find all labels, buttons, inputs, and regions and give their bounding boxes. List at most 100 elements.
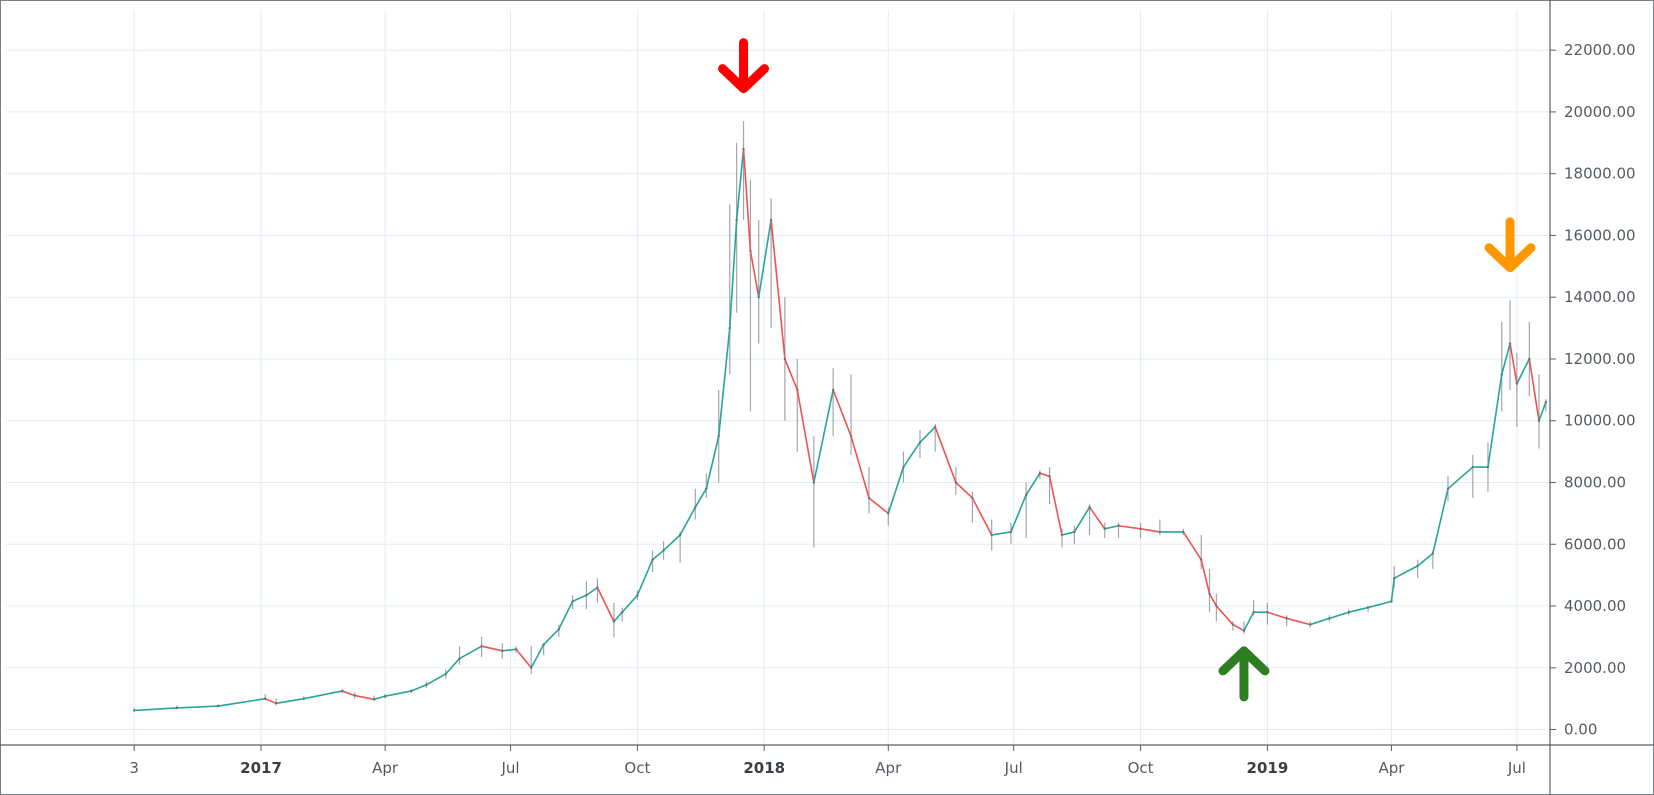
price-point bbox=[1285, 617, 1288, 620]
price-point bbox=[458, 657, 461, 660]
price-segment bbox=[1048, 475, 1063, 536]
price-segment bbox=[1061, 531, 1076, 536]
price-point bbox=[867, 496, 871, 500]
price-point bbox=[1215, 604, 1218, 608]
price-point bbox=[1446, 487, 1450, 490]
price-segment bbox=[1538, 401, 1547, 422]
y-tick-label: 16000.00 bbox=[1564, 226, 1636, 244]
price-segment bbox=[717, 327, 731, 437]
price-point bbox=[1347, 611, 1350, 614]
price-point bbox=[796, 388, 799, 392]
price-point bbox=[341, 689, 344, 693]
price-point bbox=[275, 702, 278, 705]
y-tick-label: 0.00 bbox=[1564, 721, 1597, 739]
price-segment bbox=[1243, 611, 1255, 632]
price-segment bbox=[515, 648, 533, 669]
price-point bbox=[1242, 629, 1246, 632]
price-point bbox=[1486, 465, 1490, 469]
price-point bbox=[263, 697, 267, 700]
price-point bbox=[769, 218, 773, 222]
price-segment bbox=[850, 435, 870, 499]
price-segment bbox=[1025, 472, 1041, 496]
price-segment bbox=[373, 695, 386, 701]
price-point bbox=[612, 620, 616, 623]
price-segment bbox=[558, 600, 574, 630]
price-segment bbox=[1010, 494, 1027, 533]
price-point bbox=[678, 533, 682, 537]
x-tick-label: Apr bbox=[372, 759, 399, 777]
price-point bbox=[1431, 552, 1435, 555]
price-segment bbox=[384, 690, 413, 698]
x-tick-label: Apr bbox=[875, 759, 902, 777]
price-segment bbox=[662, 534, 681, 552]
price-segment bbox=[796, 389, 815, 484]
price-segment bbox=[613, 611, 624, 623]
price-segment bbox=[1266, 611, 1288, 620]
price-point bbox=[302, 697, 305, 700]
x-tick-label: Jul bbox=[1507, 759, 1526, 777]
price-point bbox=[542, 643, 545, 646]
y-tick-label: 20000.00 bbox=[1564, 103, 1636, 121]
price-point bbox=[372, 698, 376, 701]
price-segment bbox=[990, 531, 1012, 536]
price-segment bbox=[1182, 531, 1203, 561]
price-segment bbox=[934, 426, 957, 484]
price-point bbox=[1024, 493, 1028, 497]
price-point bbox=[1508, 342, 1512, 345]
price-point bbox=[1515, 382, 1519, 385]
price-segment bbox=[275, 697, 305, 705]
price-point bbox=[735, 218, 738, 222]
price-point bbox=[1471, 465, 1475, 469]
price-segment bbox=[1139, 528, 1161, 533]
price-point bbox=[480, 644, 483, 648]
price-point bbox=[444, 672, 447, 676]
price-point bbox=[1328, 617, 1331, 620]
price-point bbox=[530, 666, 533, 669]
price-segment bbox=[757, 219, 772, 299]
price-segment bbox=[813, 389, 834, 484]
price-segment bbox=[919, 426, 936, 444]
price-segment bbox=[217, 697, 266, 707]
price-point bbox=[1416, 564, 1419, 568]
price-point bbox=[1308, 623, 1312, 626]
price-point bbox=[1537, 419, 1541, 422]
price-point bbox=[1038, 472, 1042, 475]
price-segment bbox=[1232, 623, 1245, 632]
price-segment bbox=[1208, 592, 1218, 607]
price-point bbox=[990, 533, 993, 537]
arrow-head bbox=[1218, 646, 1270, 676]
price-point bbox=[1088, 506, 1091, 509]
y-tick-label: 8000.00 bbox=[1564, 474, 1626, 492]
price-segment bbox=[1432, 487, 1449, 555]
price-segment bbox=[530, 643, 545, 669]
price-point bbox=[353, 694, 356, 697]
x-tick-label: Jul bbox=[501, 759, 520, 777]
price-segment bbox=[133, 707, 178, 712]
price-segment bbox=[955, 481, 974, 499]
price-point bbox=[749, 249, 752, 253]
y-tick-label: 6000.00 bbox=[1564, 535, 1626, 553]
price-point bbox=[501, 649, 504, 653]
price-segment bbox=[542, 628, 560, 646]
price-point bbox=[217, 704, 220, 708]
price-segment bbox=[410, 683, 428, 692]
price-segment bbox=[596, 586, 615, 623]
arrow-head bbox=[1484, 243, 1536, 273]
price-point bbox=[636, 594, 639, 597]
price-segment bbox=[302, 690, 344, 700]
price-segment bbox=[832, 389, 852, 437]
price-point bbox=[1060, 533, 1064, 537]
price-point bbox=[1103, 527, 1106, 531]
price-point bbox=[1117, 524, 1120, 527]
price-segment bbox=[1088, 506, 1106, 530]
y-tick-label: 2000.00 bbox=[1564, 659, 1626, 677]
price-segment bbox=[887, 466, 905, 515]
price-point bbox=[1158, 530, 1162, 534]
price-point bbox=[954, 481, 958, 484]
arrow-up-icon bbox=[1218, 646, 1270, 702]
price-point bbox=[717, 434, 720, 438]
price-point bbox=[514, 648, 518, 651]
